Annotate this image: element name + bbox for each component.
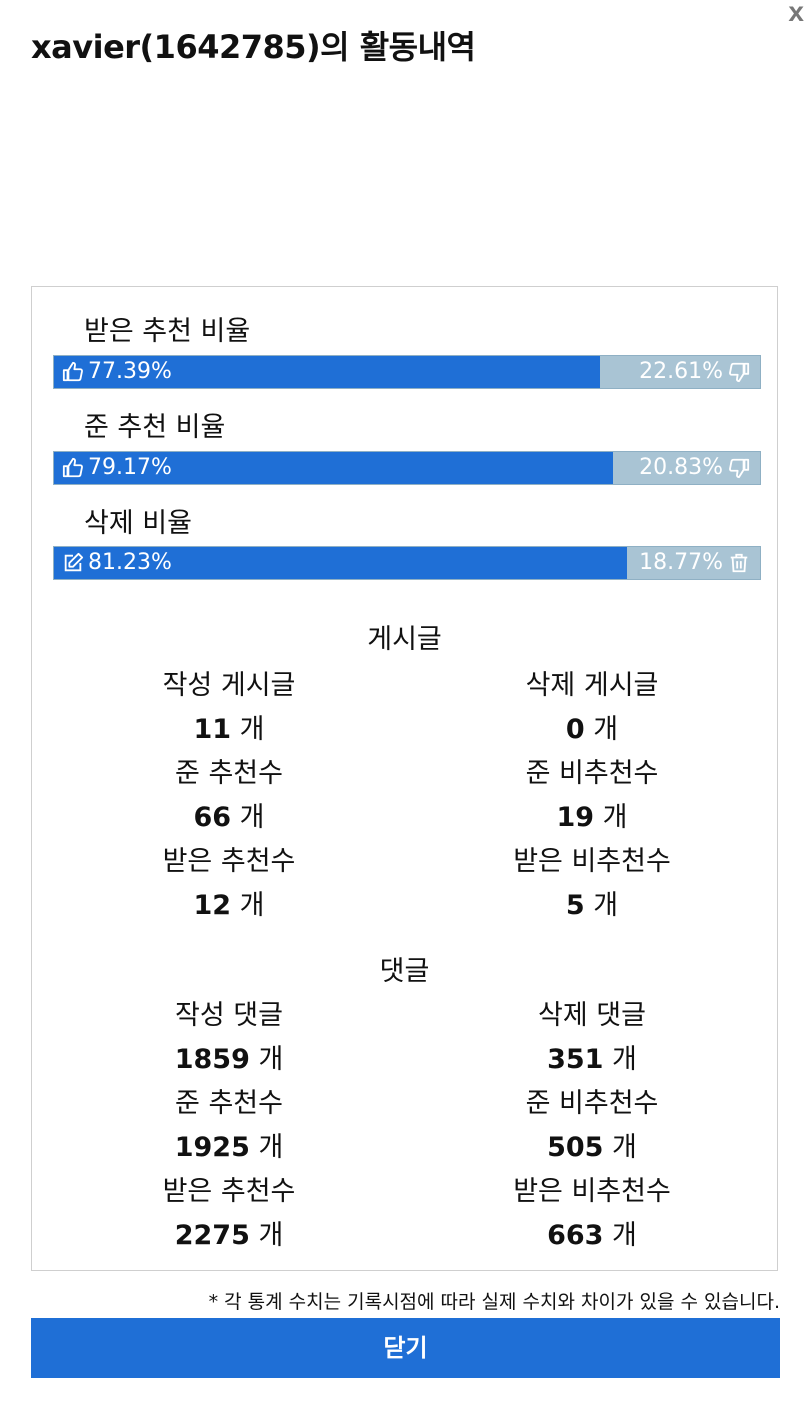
deleted-posts-label: 삭제 게시글 bbox=[525, 670, 659, 701]
delete-ratio-bar: 81.23% 18.77% bbox=[53, 546, 761, 580]
ratio-fill bbox=[54, 356, 601, 388]
deleted-percent: 18.77% bbox=[639, 550, 723, 575]
non-recommend-percent: 22.61% bbox=[639, 359, 723, 384]
received-up-posts-value: 12 개 bbox=[193, 890, 265, 921]
page-title: xavier(1642785)의 활동내역 bbox=[31, 28, 476, 66]
thumbs-up-icon bbox=[62, 457, 83, 478]
recommend-percent: 79.17% bbox=[88, 455, 172, 480]
thumbs-down-icon bbox=[729, 362, 750, 383]
thumbs-down-icon bbox=[729, 458, 750, 479]
comments-section-title: 댓글 bbox=[379, 956, 430, 987]
trash-icon bbox=[730, 553, 748, 573]
kept-percent: 81.23% bbox=[88, 550, 172, 575]
stats-panel: 받은 추천 비율 77.39% 22.61% 준 추천 비율 79.17% 20… bbox=[31, 286, 778, 1271]
ratio-fill bbox=[54, 547, 628, 579]
written-comments-value: 1859 개 bbox=[174, 1044, 284, 1075]
written-posts-value: 11 개 bbox=[193, 714, 265, 745]
written-posts-label: 작성 게시글 bbox=[162, 670, 296, 701]
posts-section-title: 게시글 bbox=[367, 624, 442, 655]
thumbs-up-icon bbox=[62, 361, 83, 382]
given-down-posts-label: 준 비추천수 bbox=[525, 758, 659, 789]
deleted-comments-label: 삭제 댓글 bbox=[538, 1000, 646, 1031]
given-down-comments-label: 준 비추천수 bbox=[525, 1088, 659, 1119]
ratio-fill bbox=[54, 452, 613, 484]
given-up-posts-label: 준 추천수 bbox=[175, 758, 283, 789]
received-down-comments-label: 받은 비추천수 bbox=[513, 1176, 671, 1207]
delete-ratio-label: 삭제 비율 bbox=[84, 508, 192, 539]
footnote: * 각 통계 수치는 기록시점에 따라 실제 수치와 차이가 있을 수 있습니다… bbox=[208, 1291, 780, 1313]
given-up-posts-value: 66 개 bbox=[193, 802, 265, 833]
received-down-posts-label: 받은 비추천수 bbox=[513, 846, 671, 877]
received-recommend-ratio-bar: 77.39% 22.61% bbox=[53, 355, 761, 389]
received-down-comments-value: 663 개 bbox=[547, 1220, 637, 1251]
given-down-posts-value: 19 개 bbox=[556, 802, 628, 833]
deleted-posts-value: 0 개 bbox=[565, 714, 619, 745]
close-x-button[interactable]: x bbox=[788, 0, 804, 27]
received-up-comments-value: 2275 개 bbox=[174, 1220, 284, 1251]
received-down-posts-value: 5 개 bbox=[565, 890, 619, 921]
given-down-comments-value: 505 개 bbox=[547, 1132, 637, 1163]
non-recommend-percent: 20.83% bbox=[639, 455, 723, 480]
edit-icon bbox=[64, 552, 84, 572]
given-up-comments-value: 1925 개 bbox=[174, 1132, 284, 1163]
given-up-comments-label: 준 추천수 bbox=[175, 1088, 283, 1119]
given-recommend-ratio-bar: 79.17% 20.83% bbox=[53, 451, 761, 485]
close-button[interactable]: 닫기 bbox=[31, 1318, 780, 1378]
received-up-posts-label: 받은 추천수 bbox=[162, 846, 296, 877]
given-recommend-ratio-label: 준 추천 비율 bbox=[84, 412, 226, 443]
deleted-comments-value: 351 개 bbox=[547, 1044, 637, 1075]
written-comments-label: 작성 댓글 bbox=[175, 1000, 283, 1031]
received-recommend-ratio-label: 받은 추천 비율 bbox=[84, 316, 251, 347]
recommend-percent: 77.39% bbox=[88, 359, 172, 384]
received-up-comments-label: 받은 추천수 bbox=[162, 1176, 296, 1207]
